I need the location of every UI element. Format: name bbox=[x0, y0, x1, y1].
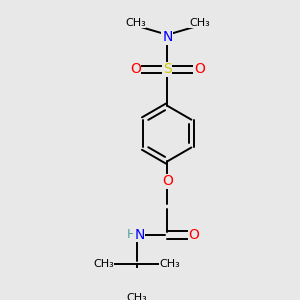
Text: S: S bbox=[163, 62, 172, 76]
Text: O: O bbox=[189, 228, 200, 242]
Text: CH₃: CH₃ bbox=[160, 259, 180, 269]
Text: O: O bbox=[130, 62, 141, 76]
Text: O: O bbox=[194, 62, 205, 76]
Text: CH₃: CH₃ bbox=[126, 292, 147, 300]
Text: CH₃: CH₃ bbox=[125, 18, 146, 28]
Text: H: H bbox=[127, 228, 136, 241]
Text: CH₃: CH₃ bbox=[189, 18, 210, 28]
Text: O: O bbox=[162, 174, 173, 188]
Text: CH₃: CH₃ bbox=[93, 259, 114, 269]
Text: N: N bbox=[162, 30, 172, 44]
Text: N: N bbox=[134, 228, 145, 242]
